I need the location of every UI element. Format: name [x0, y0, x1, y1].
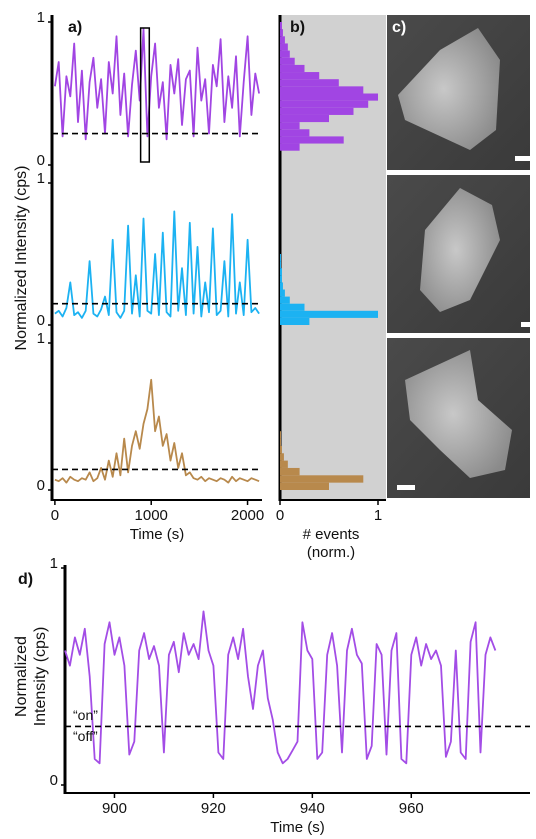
- x-tick-label: 2000: [231, 507, 264, 524]
- particle: [420, 188, 500, 312]
- histogram-bar: [280, 129, 310, 137]
- histogram-bar: [280, 317, 310, 325]
- histogram-bar: [280, 445, 282, 454]
- scale-bar: [515, 156, 535, 161]
- x-axis-label: Time (s): [130, 526, 184, 543]
- histogram-bar: [280, 29, 283, 37]
- x-tick-label: 1: [374, 507, 382, 524]
- histogram-bar: [280, 261, 281, 269]
- histogram-bar: [280, 107, 354, 115]
- histogram-bar: [280, 275, 282, 283]
- histogram-bar: [280, 438, 281, 446]
- x-tick-label: 960: [399, 800, 424, 817]
- histogram-bar: [280, 22, 282, 30]
- trace: [64, 610, 497, 765]
- histogram-bar: [280, 453, 284, 461]
- y-tick-label: 1: [50, 555, 58, 572]
- histogram-bar: [280, 482, 329, 490]
- x-tick-label: 940: [300, 800, 325, 817]
- x-axis-label: # events: [303, 526, 360, 543]
- trace: [54, 28, 260, 141]
- y-tick-label: 1: [37, 330, 45, 347]
- histogram-bar: [280, 143, 300, 151]
- histogram-bar: [280, 296, 290, 304]
- panel-label: c): [392, 19, 406, 36]
- histogram-bar: [280, 467, 300, 476]
- histogram-bar: [280, 57, 295, 65]
- histogram-bar: [280, 460, 288, 468]
- histogram-bar: [280, 36, 285, 44]
- y-axis-label: Intensity (cps): [32, 627, 49, 727]
- particle: [398, 28, 500, 150]
- y-axis-label: Normalized Intensity (cps): [13, 166, 30, 351]
- x-axis-label: (norm.): [307, 544, 355, 561]
- histogram-bar: [280, 475, 364, 483]
- y-tick-label: 0: [37, 152, 45, 169]
- histogram-bar: [280, 268, 282, 276]
- histogram-bar: [280, 254, 281, 262]
- y-tick-label: 1: [37, 9, 45, 26]
- annotation: “on”: [73, 707, 98, 723]
- histogram-bar: [280, 79, 339, 87]
- histogram-bar: [280, 43, 288, 51]
- y-tick-label: 0: [37, 312, 45, 329]
- y-tick-label: 1: [37, 170, 45, 187]
- histogram-bar: [280, 50, 290, 58]
- histogram-bar: [280, 93, 378, 101]
- x-tick-label: 900: [102, 800, 127, 817]
- particle: [405, 350, 512, 478]
- panel-label: b): [290, 19, 305, 36]
- histogram-bar: [280, 64, 305, 73]
- histogram-bar: [280, 122, 300, 130]
- x-tick-label: 920: [201, 800, 226, 817]
- histogram-bar: [280, 100, 369, 108]
- scale-bar: [397, 485, 415, 490]
- x-tick-label: 0: [51, 507, 59, 524]
- trace: [54, 210, 260, 319]
- panel-label: a): [68, 19, 82, 36]
- histogram-bar: [280, 136, 344, 144]
- y-tick-label: 0: [50, 772, 58, 789]
- highlight-box: [139, 27, 151, 163]
- histogram-bar: [280, 282, 283, 290]
- histogram-bar: [280, 114, 329, 123]
- x-tick-label: 0: [276, 507, 284, 524]
- histogram-bar: [280, 289, 285, 297]
- panel-label: d): [18, 571, 33, 588]
- x-axis-label: Time (s): [270, 819, 324, 836]
- y-axis-label: Normalized: [13, 636, 30, 717]
- image-panel: c): [387, 15, 536, 498]
- annotation: “off”: [73, 728, 98, 744]
- scale-bar: [521, 322, 536, 327]
- histogram-bar: [280, 86, 364, 94]
- histogram-bar: [280, 310, 378, 318]
- histogram-bar: [280, 431, 281, 439]
- trace: [54, 378, 260, 484]
- x-tick-label: 1000: [135, 507, 168, 524]
- histogram-bar: [280, 303, 305, 311]
- histogram-bar: [280, 72, 320, 80]
- y-tick-label: 0: [37, 477, 45, 494]
